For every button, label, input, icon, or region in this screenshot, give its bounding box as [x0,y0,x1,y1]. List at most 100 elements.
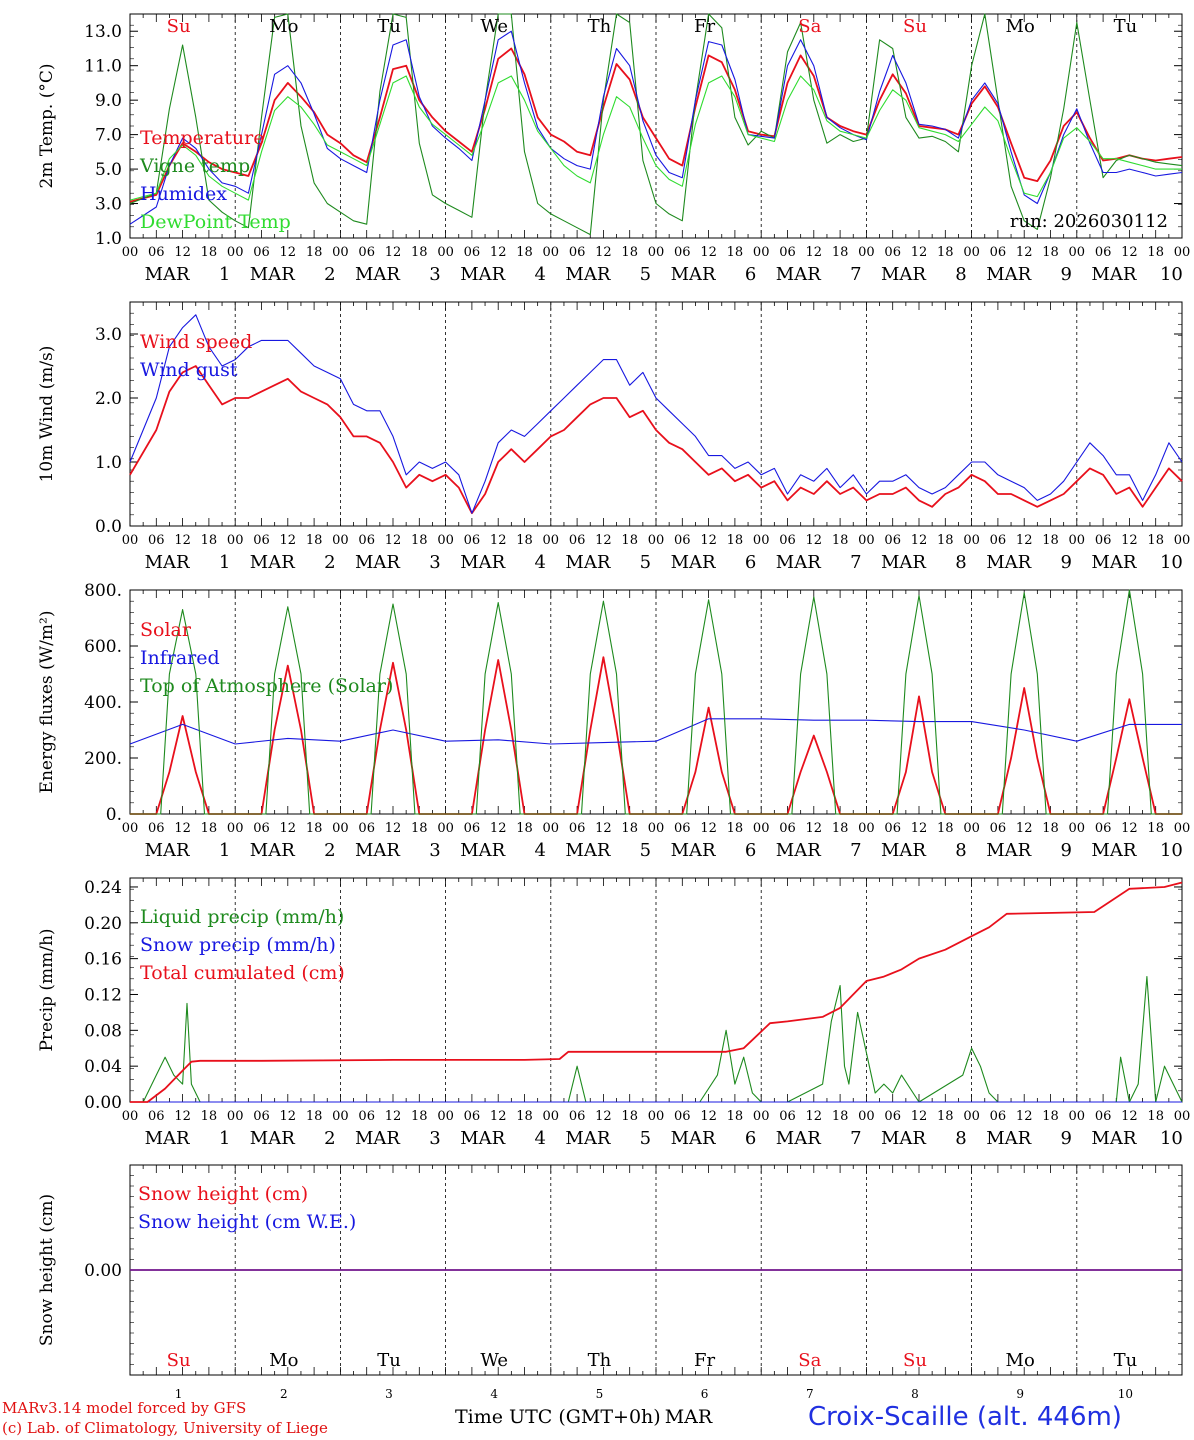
hour-tick-label: 18 [1042,821,1059,836]
weekday-label: Sa [798,1350,821,1371]
weekday-label: Tu [1114,1350,1138,1371]
hour-tick-label: 06 [990,245,1007,260]
hour-tick-label: 06 [990,821,1007,836]
series-line-energy-2 [130,589,1182,815]
hour-tick-label: 00 [437,821,454,836]
hour-tick-label: 12 [280,1109,297,1124]
hour-tick-label: 18 [306,245,323,260]
hour-tick-label: 00 [1069,533,1086,548]
hour-tick-label: 00 [1069,1109,1086,1124]
hour-tick-label: 06 [674,821,691,836]
date-prefix-label: MAR [671,264,716,285]
hour-tick-label: 06 [569,533,586,548]
date-label: 7 [806,1387,814,1401]
hour-tick-label: 00 [1174,533,1191,548]
hour-tick-label: 18 [832,245,849,260]
y-axis-label: 10m Wind (m/s) [37,346,57,483]
legend-entry: Vigne temp [139,155,250,177]
hour-tick-label: 12 [700,1109,717,1124]
hour-tick-label: 00 [437,1109,454,1124]
legend-entry: Total cumulated (cm) [140,962,345,984]
y-tick-label: 0.08 [84,1021,122,1041]
date-label: 9 [1060,552,1071,573]
y-tick-label: 1.0 [95,229,122,249]
hour-tick-label: 00 [1174,245,1191,260]
hour-tick-label: 06 [1095,533,1112,548]
legend-entry: Liquid precip (mm/h) [140,906,344,928]
hour-tick-label: 18 [832,821,849,836]
date-label: 6 [745,552,756,573]
hour-tick-label: 12 [700,533,717,548]
y-tick-label: 600. [84,637,122,657]
weekday-label: Su [167,16,191,37]
date-prefix-label: MAR [355,1128,400,1149]
hour-tick-label: 06 [253,245,270,260]
hour-tick-label: 06 [358,821,375,836]
y-tick-label: 0.16 [84,950,122,970]
y-tick-label: 400. [84,693,122,713]
hour-tick-label: 18 [727,533,744,548]
hour-tick-label: 06 [358,533,375,548]
date-label: 4 [534,1128,545,1149]
weekday-label: Tu [377,1350,401,1371]
hour-tick-label: 12 [385,1109,402,1124]
hour-tick-label: 18 [516,821,533,836]
hour-tick-label: 06 [990,1109,1007,1124]
hour-tick-label: 06 [253,1109,270,1124]
y-tick-label: 5.0 [95,160,122,180]
hour-tick-label: 18 [1042,245,1059,260]
date-prefix-label: MAR [355,264,400,285]
hour-tick-label: 12 [280,245,297,260]
y-tick-label: 0.24 [84,878,122,898]
hour-tick-label: 18 [1042,533,1059,548]
legend-entry: Top of Atmosphere (Solar) [140,675,393,697]
date-label: 6 [701,1387,709,1401]
hour-tick-label: 00 [122,245,139,260]
weekday-label: We [480,16,508,37]
hour-tick-label: 00 [648,245,665,260]
date-label: 6 [745,1128,756,1149]
date-prefix-label: MAR [250,552,295,573]
hour-tick-label: 00 [543,821,560,836]
hour-tick-label: 18 [621,245,638,260]
hour-tick-label: 18 [621,821,638,836]
hour-tick-label: 12 [806,533,823,548]
hour-tick-label: 18 [411,245,428,260]
hour-tick-label: 00 [753,245,770,260]
date-prefix-label: MAR [776,1128,821,1149]
date-label: 1 [219,840,230,861]
date-prefix-label: MAR [986,552,1031,573]
date-label: 2 [324,1128,335,1149]
hour-tick-label: 12 [174,1109,191,1124]
hour-tick-label: 00 [437,245,454,260]
hour-tick-label: 06 [253,533,270,548]
date-label: 8 [911,1387,919,1401]
weekday-label: Tu [1114,16,1138,37]
weekday-label: Su [903,16,927,37]
legend-entry: Wind gust [140,359,238,381]
weekday-label: Mo [1006,1350,1035,1371]
date-prefix-label: MAR [355,552,400,573]
hour-tick-label: 18 [201,821,218,836]
hour-tick-label: 12 [595,245,612,260]
hour-tick-label: 12 [806,1109,823,1124]
hour-tick-label: 06 [990,533,1007,548]
date-prefix-label: MAR [145,1128,190,1149]
hour-tick-label: 12 [700,245,717,260]
date-prefix-label: MAR [1091,840,1136,861]
date-label: 10 [1118,1387,1133,1401]
date-label: 4 [534,552,545,573]
hour-tick-label: 12 [911,245,928,260]
date-label: 4 [490,1387,498,1401]
hour-tick-label: 18 [937,1109,954,1124]
hour-tick-label: 18 [306,533,323,548]
weekday-label: Su [167,1350,191,1371]
date-label: 3 [429,840,440,861]
hour-tick-label: 06 [884,245,901,260]
hour-tick-label: 00 [648,821,665,836]
date-label: 5 [640,552,651,573]
hour-tick-label: 12 [911,821,928,836]
y-tick-label: 200. [84,749,122,769]
hour-tick-label: 06 [779,821,796,836]
